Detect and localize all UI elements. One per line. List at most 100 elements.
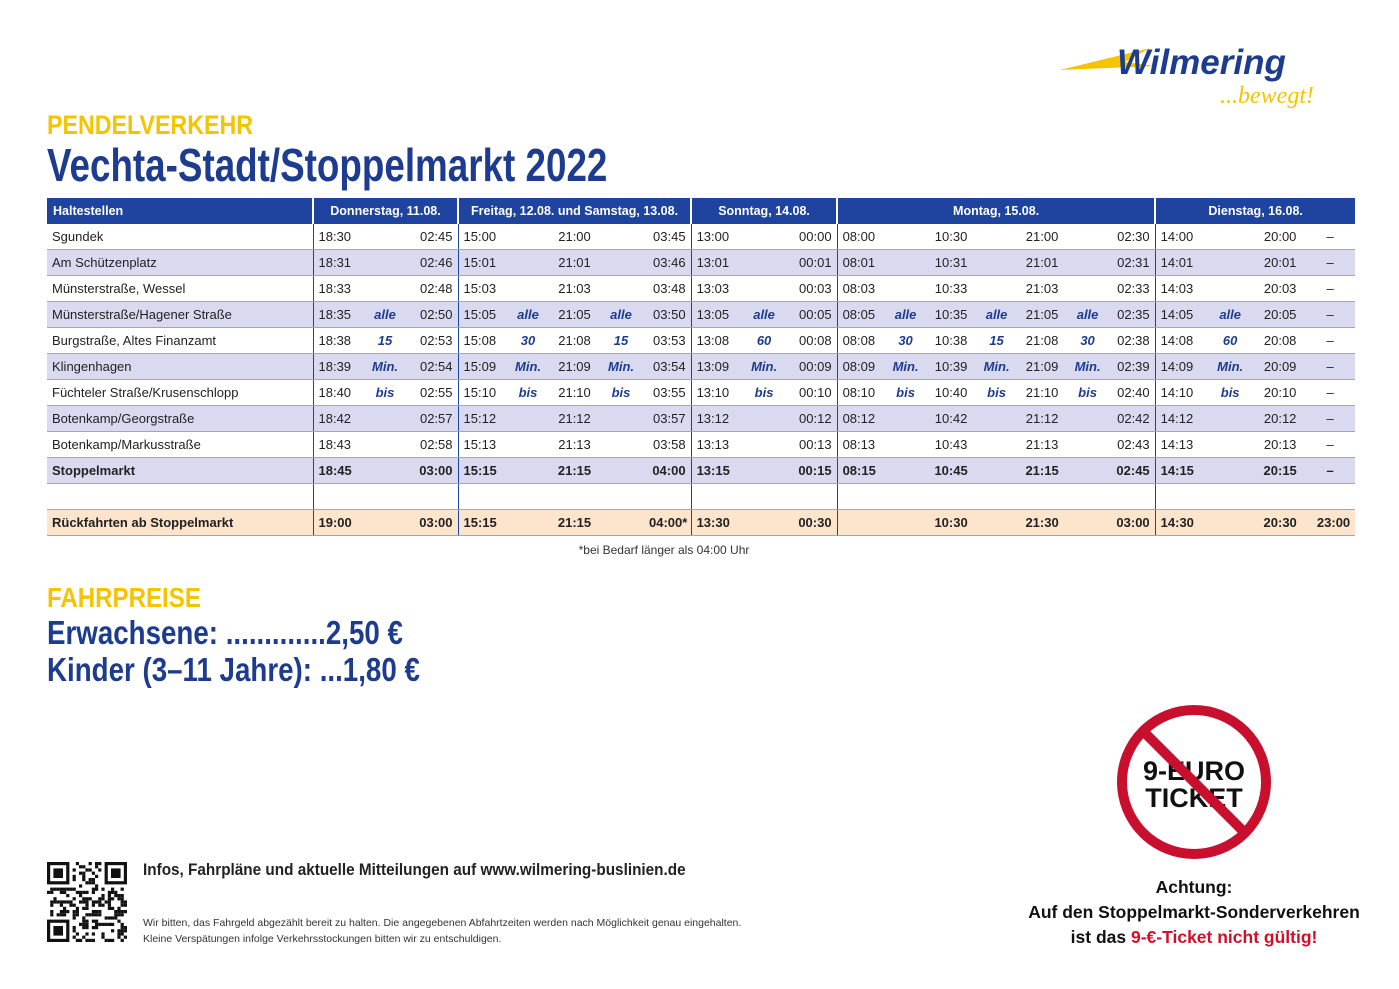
time-cell	[598, 457, 645, 484]
time-cell: 02:35	[1110, 301, 1156, 328]
time-cell	[505, 275, 552, 302]
time-cell: 03:45	[644, 224, 692, 250]
qr-module	[82, 871, 86, 875]
qr-module	[117, 910, 121, 914]
time-cell	[836, 509, 884, 536]
qr-module	[95, 913, 99, 917]
time-cell: 03:00	[409, 509, 459, 536]
time-cell: 18:30	[312, 224, 361, 250]
qr-module	[79, 938, 83, 942]
qr-module	[82, 874, 86, 878]
time-cell: 18:45	[312, 457, 361, 484]
time-cell: 02:33	[1110, 275, 1156, 302]
interval-label: 15	[361, 327, 409, 354]
qr-module	[79, 922, 83, 926]
qr-module	[123, 926, 127, 930]
stop-name: Rückfahrten ab Stoppelmarkt	[47, 509, 313, 536]
time-cell: 21:03	[551, 275, 599, 302]
time-cell: 21:13	[1019, 431, 1066, 458]
qr-module	[85, 932, 89, 936]
qr-module	[75, 890, 79, 894]
interval-label: bis	[974, 379, 1020, 406]
qr-module	[79, 865, 83, 869]
qr-module	[72, 910, 76, 914]
qr-module	[91, 910, 95, 914]
qr-module	[72, 913, 76, 917]
qr-module	[72, 878, 76, 882]
sign: 9-EURO TICKET	[1117, 705, 1271, 859]
time-cell: 10:39	[928, 353, 975, 380]
time-cell	[739, 405, 790, 432]
time-cell: 14:03	[1154, 275, 1206, 302]
qr-module	[120, 897, 124, 901]
interval-label: bis	[1065, 379, 1111, 406]
qr-module	[50, 913, 54, 917]
logo-slogan: ...bewegt!	[1220, 83, 1314, 109]
qr-module	[75, 862, 79, 866]
time-cell: 15:01	[457, 249, 506, 276]
time-cell: 13:00	[690, 224, 740, 250]
time-cell: 15:12	[457, 405, 506, 432]
time-cell	[505, 405, 552, 432]
qr-module	[59, 890, 63, 894]
time-cell	[598, 224, 645, 250]
qr-module	[107, 897, 111, 901]
time-cell	[361, 224, 409, 250]
time-cell: 18:40	[312, 379, 361, 406]
qr-module	[91, 887, 95, 891]
qr-module	[101, 897, 105, 901]
time-cell: 20:30	[1255, 509, 1306, 536]
qr-module	[63, 910, 67, 914]
qr-module	[95, 910, 99, 914]
qr-module	[114, 916, 118, 920]
qr-module	[120, 894, 124, 898]
qr-module	[53, 868, 63, 878]
qr-module	[75, 913, 79, 917]
qr-module	[104, 916, 108, 920]
table-row: Klingenhagen 18:39 Min. 02:54 15:09 Min. 21:09…	[47, 353, 1356, 380]
qr-module	[111, 897, 115, 901]
stop-name: Botenkamp/Georgstraße	[47, 405, 313, 432]
spacer-row	[47, 483, 1356, 510]
time-cell: 21:10	[1019, 379, 1066, 406]
qr-code	[47, 862, 127, 942]
qr-module	[111, 929, 115, 933]
time-cell: 13:08	[690, 327, 740, 354]
qr-module	[98, 868, 102, 872]
interval-label: alle	[883, 301, 929, 328]
qr-module	[117, 897, 121, 901]
qr-module	[107, 938, 111, 942]
qr-module	[91, 871, 95, 875]
interval-label: Min.	[1205, 353, 1256, 380]
interval-label: 30	[1065, 327, 1111, 354]
qr-module	[107, 900, 111, 904]
qr-module	[117, 906, 121, 910]
time-cell: 21:09	[551, 353, 599, 380]
qr-module	[85, 913, 89, 917]
time-cell: 19:00	[312, 509, 361, 536]
table-row: Füchteler Straße/Krusenschlopp 18:40 bis 02…	[47, 379, 1356, 406]
time-cell: 03:48	[644, 275, 692, 302]
qr-module	[98, 910, 102, 914]
qr-module	[63, 890, 67, 894]
time-cell: 00:00	[789, 224, 838, 250]
interval-label: alle	[1065, 301, 1111, 328]
time-cell	[1065, 509, 1111, 536]
qr-module	[85, 868, 89, 872]
qr-module	[98, 913, 102, 917]
qr-module	[120, 932, 124, 936]
qr-module	[120, 903, 124, 907]
qr-module	[85, 903, 89, 907]
qr-module	[111, 938, 115, 942]
time-cell: 21:00	[1019, 224, 1066, 250]
column-header: Haltestellen	[47, 198, 313, 224]
qr-module	[101, 935, 105, 939]
table-row: Rückfahrten ab Stoppelmarkt 19:00 03:00 15:…	[47, 509, 1356, 536]
time-cell: 23:00	[1305, 509, 1356, 536]
qr-module	[88, 881, 92, 885]
fare-price: 1,80 €	[342, 651, 420, 688]
time-cell: 10:35	[928, 301, 975, 328]
time-cell: 03:54	[644, 353, 692, 380]
qr-module	[50, 903, 54, 907]
